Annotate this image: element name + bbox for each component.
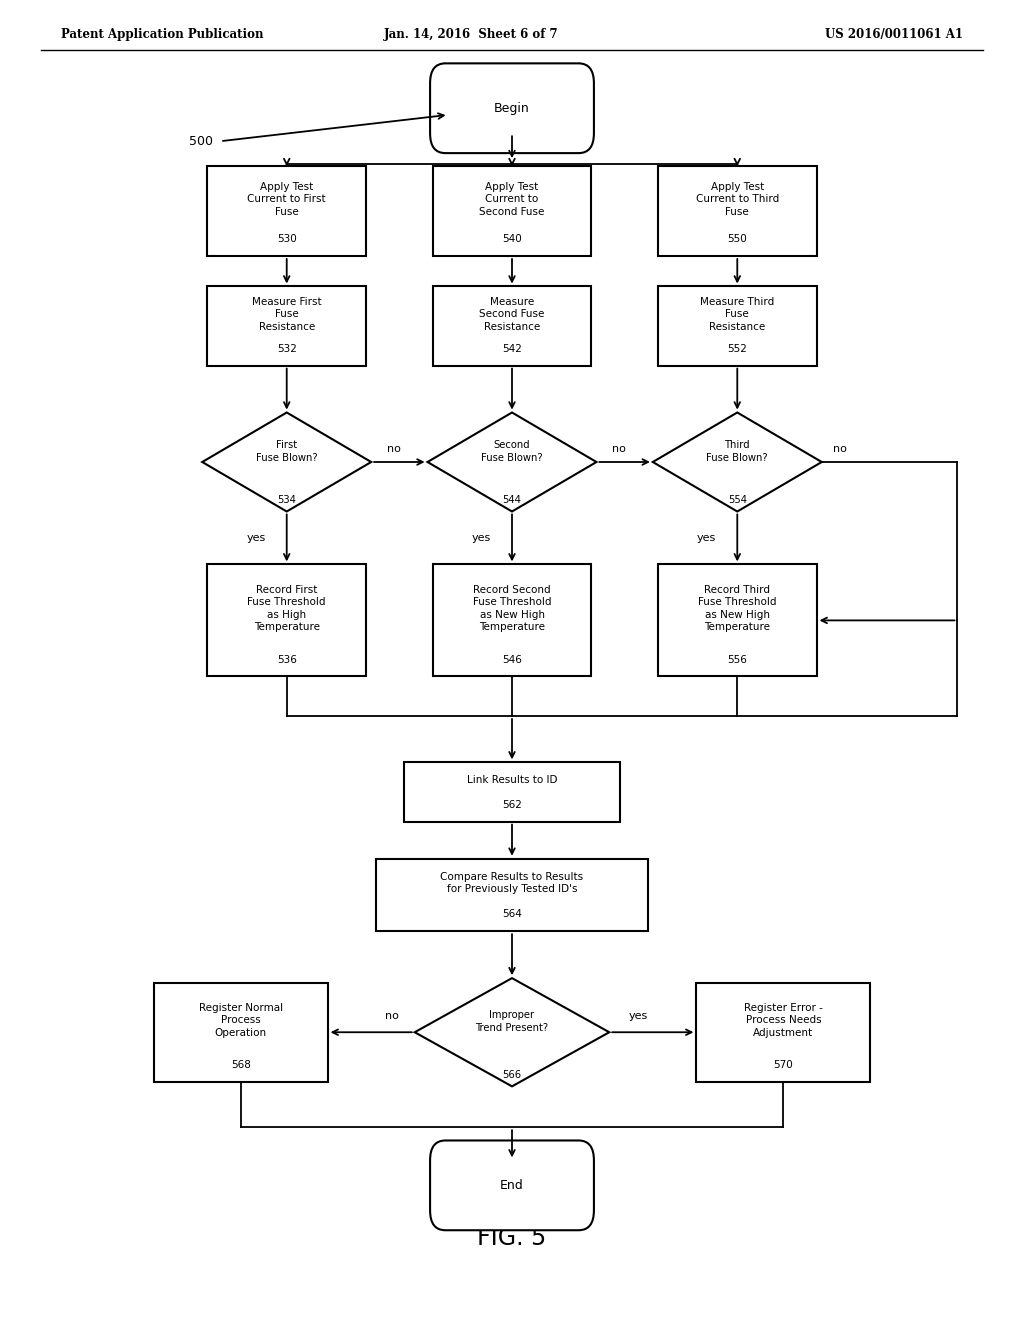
FancyBboxPatch shape (432, 166, 592, 256)
Text: 546: 546 (502, 655, 522, 664)
Text: Measure First
Fuse
Resistance: Measure First Fuse Resistance (252, 297, 322, 331)
Text: Apply Test
Current to First
Fuse: Apply Test Current to First Fuse (248, 182, 326, 216)
FancyBboxPatch shape (432, 565, 592, 676)
Text: yes: yes (247, 533, 265, 543)
Text: Record Second
Fuse Threshold
as New High
Temperature: Record Second Fuse Threshold as New High… (473, 585, 551, 632)
Text: Patent Application Publication: Patent Application Publication (61, 28, 264, 41)
Text: Apply Test
Current to
Second Fuse: Apply Test Current to Second Fuse (479, 182, 545, 216)
Text: 544: 544 (503, 495, 521, 504)
FancyBboxPatch shape (404, 763, 620, 821)
Text: Record First
Fuse Threshold
as High
Temperature: Record First Fuse Threshold as High Temp… (248, 585, 326, 632)
Text: 550: 550 (727, 234, 748, 244)
FancyBboxPatch shape (430, 63, 594, 153)
Text: FIG. 5: FIG. 5 (477, 1226, 547, 1250)
FancyBboxPatch shape (432, 286, 592, 366)
FancyBboxPatch shape (377, 859, 648, 932)
Text: no: no (834, 444, 847, 454)
Text: 532: 532 (276, 343, 297, 354)
Text: Measure Third
Fuse
Resistance: Measure Third Fuse Resistance (700, 297, 774, 331)
Text: Apply Test
Current to Third
Fuse: Apply Test Current to Third Fuse (695, 182, 779, 216)
Polygon shape (653, 412, 821, 511)
FancyBboxPatch shape (430, 1140, 594, 1230)
Text: Improper
Trend Present?: Improper Trend Present? (475, 1011, 549, 1032)
Text: 570: 570 (773, 1060, 794, 1069)
FancyBboxPatch shape (154, 982, 328, 1082)
Text: 534: 534 (278, 495, 296, 504)
FancyBboxPatch shape (207, 166, 367, 256)
Text: First
Fuse Blown?: First Fuse Blown? (256, 441, 317, 462)
Text: no: no (387, 444, 400, 454)
FancyBboxPatch shape (657, 166, 817, 256)
Text: 530: 530 (276, 234, 297, 244)
Text: yes: yes (629, 1011, 647, 1022)
Text: 564: 564 (502, 909, 522, 919)
Text: Measure
Second Fuse
Resistance: Measure Second Fuse Resistance (479, 297, 545, 331)
FancyBboxPatch shape (207, 286, 367, 366)
Text: US 2016/0011061 A1: US 2016/0011061 A1 (824, 28, 963, 41)
Text: 568: 568 (230, 1060, 251, 1069)
Text: Register Error -
Process Needs
Adjustment: Register Error - Process Needs Adjustmen… (743, 1003, 823, 1038)
Text: 542: 542 (502, 343, 522, 354)
Text: no: no (612, 444, 626, 454)
FancyBboxPatch shape (696, 982, 870, 1082)
Polygon shape (428, 412, 596, 511)
Text: Third
Fuse Blown?: Third Fuse Blown? (707, 441, 768, 462)
Text: no: no (385, 1011, 399, 1022)
Polygon shape (203, 412, 372, 511)
Text: 566: 566 (503, 1069, 521, 1080)
Text: End: End (500, 1179, 524, 1192)
Text: Link Results to ID: Link Results to ID (467, 775, 557, 785)
Text: 562: 562 (502, 800, 522, 809)
Text: Register Normal
Process
Operation: Register Normal Process Operation (199, 1003, 283, 1038)
Text: 536: 536 (276, 655, 297, 664)
Text: yes: yes (697, 533, 716, 543)
Text: Begin: Begin (495, 102, 529, 115)
FancyBboxPatch shape (657, 565, 817, 676)
Text: Compare Results to Results
for Previously Tested ID's: Compare Results to Results for Previousl… (440, 873, 584, 894)
Text: 556: 556 (727, 655, 748, 664)
Text: Second
Fuse Blown?: Second Fuse Blown? (481, 441, 543, 462)
FancyBboxPatch shape (207, 565, 367, 676)
Text: yes: yes (472, 533, 490, 543)
Text: 540: 540 (502, 234, 522, 244)
FancyBboxPatch shape (657, 286, 817, 366)
Text: Jan. 14, 2016  Sheet 6 of 7: Jan. 14, 2016 Sheet 6 of 7 (384, 28, 558, 41)
Text: 500: 500 (189, 135, 213, 148)
Text: 552: 552 (727, 343, 748, 354)
Text: 554: 554 (728, 495, 746, 504)
Text: Record Third
Fuse Threshold
as New High
Temperature: Record Third Fuse Threshold as New High … (698, 585, 776, 632)
Polygon shape (415, 978, 609, 1086)
